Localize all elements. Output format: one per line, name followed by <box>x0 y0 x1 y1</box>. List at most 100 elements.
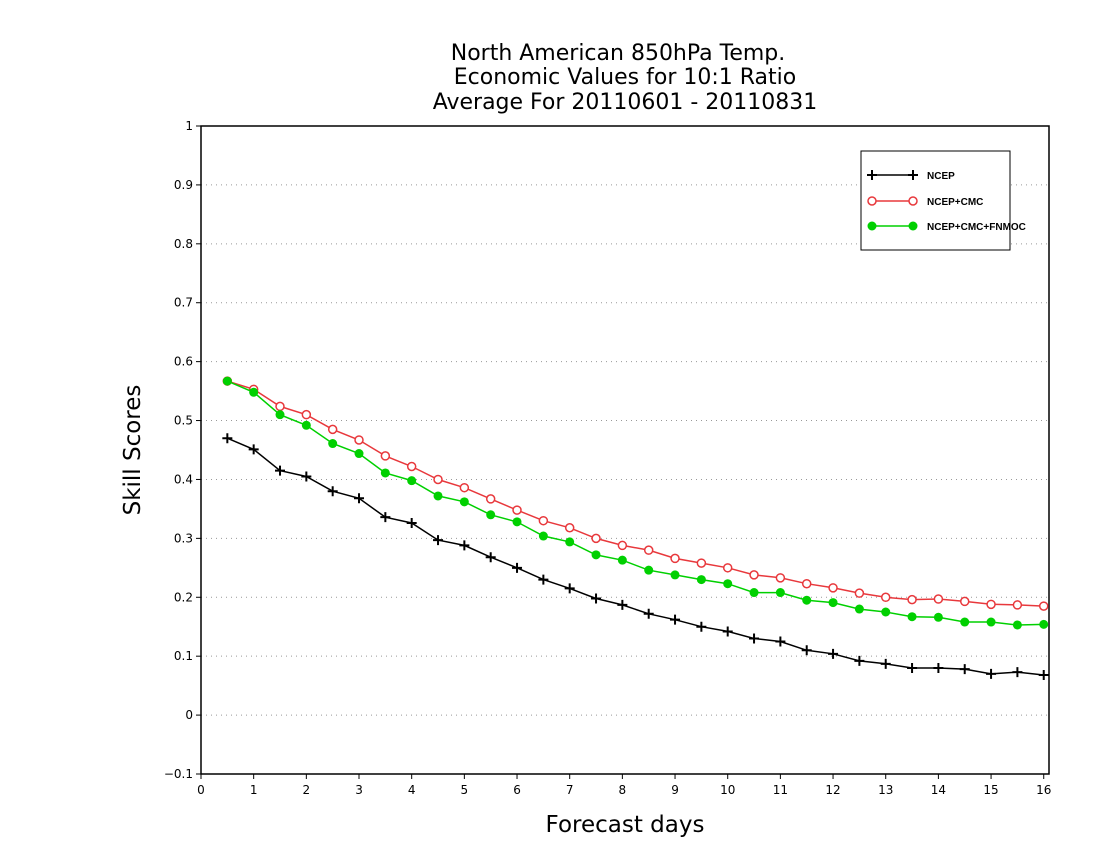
data-point-ncep-cmc <box>301 409 312 420</box>
data-point-ncep-cmc <box>617 540 628 551</box>
series-ncep <box>222 433 1049 681</box>
data-point-ncep-cmc <box>801 578 812 589</box>
data-point-ncep-cmc-fnmoc <box>881 607 891 617</box>
y-tick-label: 1 <box>185 119 193 133</box>
data-point-ncep <box>775 636 786 647</box>
y-tick-label: 0.2 <box>174 590 193 604</box>
legend-entry-ncep-cmc: NCEP+CMC <box>867 196 983 208</box>
data-point-ncep <box>801 645 812 656</box>
data-point-ncep-cmc <box>380 451 391 461</box>
data-point-ncep <box>933 662 944 673</box>
y-tick-label: 0 <box>185 708 193 722</box>
data-point-ncep <box>828 648 839 659</box>
data-point-ncep-cmc <box>275 401 285 412</box>
data-point-ncep-cmc-fnmoc <box>407 476 417 486</box>
data-point-ncep <box>643 608 654 619</box>
data-point-ncep-cmc-fnmoc <box>354 449 364 459</box>
data-point-ncep <box>354 493 365 504</box>
data-point-ncep <box>1038 670 1049 681</box>
data-point-ncep <box>749 633 760 644</box>
x-tick-label: 14 <box>931 783 946 797</box>
data-point-ncep-cmc-fnmoc <box>512 517 522 527</box>
data-point-ncep-cmc-fnmoc <box>617 555 627 565</box>
data-point-ncep <box>538 574 549 585</box>
data-point-ncep <box>959 664 970 675</box>
data-point-ncep-cmc-fnmoc <box>328 439 338 449</box>
data-point-ncep-cmc <box>907 594 917 605</box>
data-point-ncep <box>380 512 391 523</box>
series-line-ncep <box>227 437 1044 676</box>
data-point-ncep-cmc-fnmoc <box>433 491 443 501</box>
data-point-ncep <box>222 433 233 444</box>
y-tick-label: 0.8 <box>174 237 193 251</box>
data-point-ncep-cmc-fnmoc <box>1039 619 1049 629</box>
y-tick-label: 0.3 <box>174 531 193 545</box>
data-point-ncep-cmc-fnmoc <box>222 376 232 386</box>
data-point-ncep-cmc <box>591 533 601 544</box>
y-tick-label: 0.5 <box>174 414 193 428</box>
y-tick-label: 0.9 <box>174 178 193 192</box>
data-point-ncep-cmc-fnmoc <box>670 570 680 580</box>
data-point-ncep-cmc-fnmoc <box>459 497 469 507</box>
series-ncep-cmc-fnmoc <box>222 376 1049 630</box>
x-tick-label: 2 <box>303 783 311 797</box>
x-tick-label: 13 <box>878 783 893 797</box>
plot-frame <box>200 125 1050 775</box>
data-point-ncep-cmc <box>828 583 838 593</box>
data-point-ncep-cmc-fnmoc <box>986 617 996 627</box>
x-tick-label: 6 <box>513 783 521 797</box>
plus-marker-icon <box>867 170 918 180</box>
data-point-ncep-cmc-fnmoc <box>907 612 917 622</box>
x-tick-label: 11 <box>773 783 788 797</box>
x-tick-label: 10 <box>720 783 735 797</box>
y-tick-label: 0.1 <box>174 649 193 663</box>
chart-title-line-3: Average For 20110601 - 20110831 <box>433 90 818 115</box>
data-point-ncep-cmc-fnmoc <box>960 617 970 627</box>
x-tick-label: 12 <box>825 783 840 797</box>
series-ncep-cmc <box>222 376 1049 611</box>
data-point-ncep-cmc-fnmoc <box>723 579 733 589</box>
data-point-ncep-cmc-fnmoc <box>749 588 759 598</box>
data-point-ncep-cmc-fnmoc <box>802 595 812 605</box>
data-point-ncep-cmc <box>564 523 575 533</box>
open-circle-marker-icon <box>867 196 877 206</box>
y-tick-label: −0.1 <box>164 767 193 781</box>
data-point-ncep-cmc-fnmoc <box>538 531 548 541</box>
legend-label-ncep-cmc-fnmoc: NCEP+CMC+FNMOC <box>927 222 1026 233</box>
data-point-ncep-cmc-fnmoc <box>933 612 943 622</box>
data-point-ncep-cmc <box>433 474 443 485</box>
data-point-ncep <box>327 486 338 497</box>
data-point-ncep-cmc <box>354 435 364 445</box>
data-point-ncep-cmc-fnmoc <box>301 420 311 430</box>
data-point-ncep-cmc-fnmoc <box>565 537 575 547</box>
data-point-ncep-cmc <box>459 482 470 493</box>
data-point-ncep-cmc-fnmoc <box>275 410 285 420</box>
legend-entry-ncep: NCEP <box>867 170 955 182</box>
data-point-ncep-cmc-fnmoc <box>380 468 390 478</box>
ticks-layer: −0.100.10.20.30.40.50.60.70.80.910 1 2 3 4 5 6… <box>164 119 1052 797</box>
x-tick-label: 7 <box>566 783 574 797</box>
data-point-ncep <box>433 535 444 546</box>
data-point-ncep-cmc <box>986 599 996 610</box>
data-point-ncep-cmc <box>722 563 733 573</box>
data-point-ncep-cmc-fnmoc <box>249 387 259 397</box>
chart-title-line-1: North American 850hPa Temp. <box>451 41 786 66</box>
open-circle-marker-icon <box>908 196 918 206</box>
x-tick-label: 9 <box>671 783 679 797</box>
data-point-ncep-cmc <box>1012 600 1023 610</box>
data-point-ncep-cmc <box>775 573 786 583</box>
legend-entry-ncep-cmc-fnmoc: NCEP+CMC+FNMOC <box>867 221 1026 233</box>
data-point-ncep-cmc <box>538 515 549 526</box>
data-point-ncep <box>670 614 681 625</box>
data-point-ncep-cmc <box>696 558 707 568</box>
x-tick-label: 15 <box>983 783 998 797</box>
data-point-ncep-cmc <box>880 592 891 603</box>
x-tick-label: 16 <box>1036 783 1051 797</box>
data-point-ncep-cmc-fnmoc <box>775 588 785 598</box>
y-tick-label: 0.4 <box>174 472 193 486</box>
data-point-ncep-cmc <box>406 461 417 472</box>
data-point-ncep <box>854 655 865 666</box>
data-point-ncep <box>907 662 918 673</box>
data-point-ncep <box>248 444 259 455</box>
data-point-ncep-cmc <box>1038 601 1049 611</box>
